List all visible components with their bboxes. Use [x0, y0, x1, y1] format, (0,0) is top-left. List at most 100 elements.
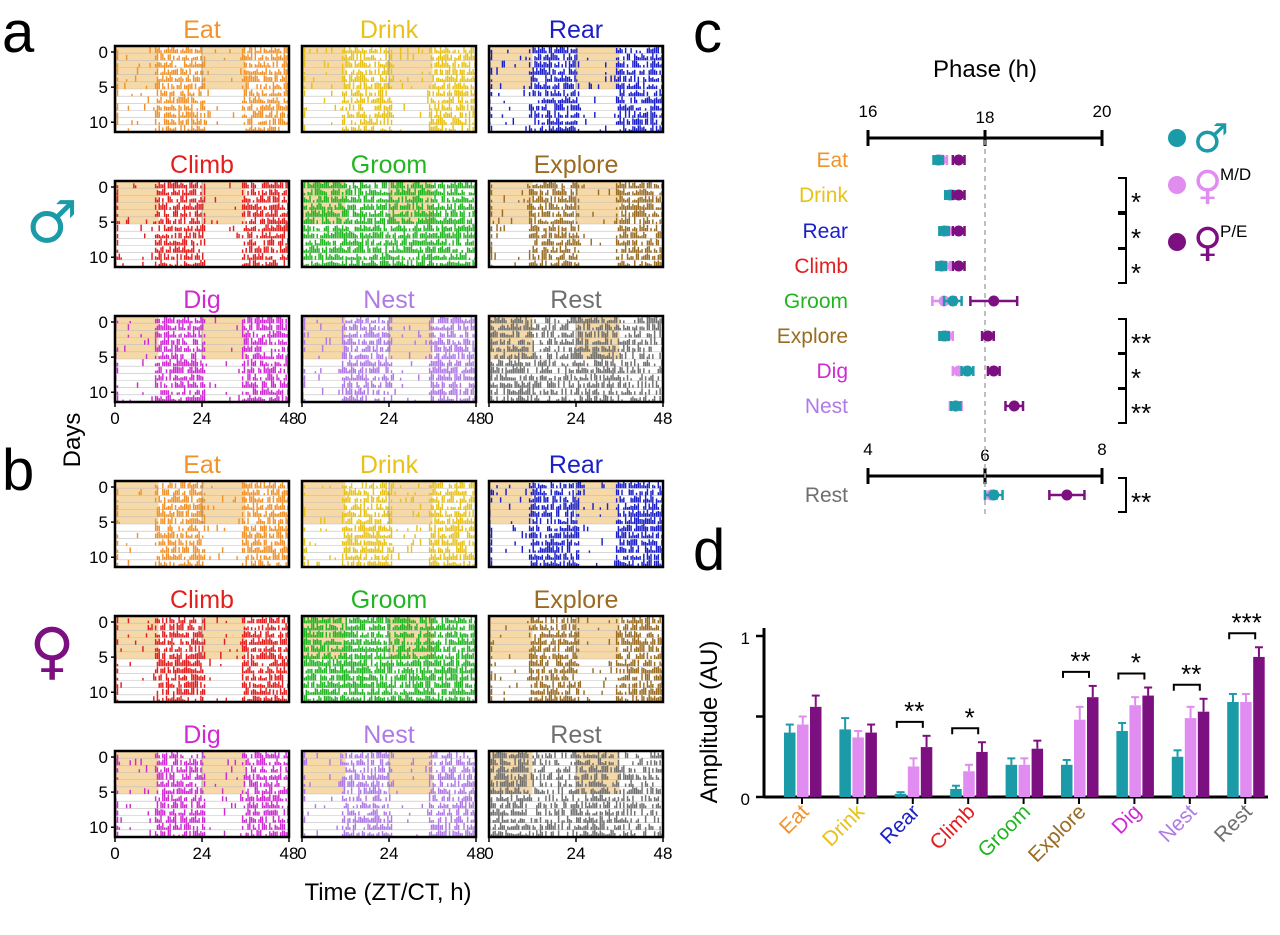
- activity-bars: [303, 644, 476, 652]
- x-tick-label: 24: [380, 409, 399, 428]
- amplitude-bar-male: [1227, 702, 1239, 797]
- amplitude-bar-female_pe: [1087, 697, 1099, 797]
- actogram-title: Nest: [363, 721, 414, 749]
- activity-bars: [302, 209, 476, 217]
- activity-bars: [302, 67, 476, 75]
- phase-point: [953, 225, 965, 237]
- axis-tick-label: 8: [1097, 440, 1106, 459]
- actogram-frame: [300, 614, 478, 704]
- phase-point: [953, 189, 965, 201]
- activity-bars: [115, 680, 289, 688]
- activity-bars: [302, 665, 476, 674]
- actogram-female-drink: Drink: [300, 451, 478, 569]
- actogram-male-climb: Climb 0 5 10: [89, 151, 291, 269]
- activity-bars: [116, 230, 286, 239]
- activity-bars: [489, 337, 663, 345]
- significance-bracket: [1062, 670, 1090, 678]
- activity-bars: [302, 322, 476, 331]
- amplitude-category-label: Dig: [1107, 800, 1146, 839]
- activity-bars: [345, 765, 476, 773]
- activity-bars: [115, 252, 289, 260]
- actogram-female-eat: Eat 0 5 10: [89, 451, 291, 569]
- activity-bars: [302, 180, 476, 189]
- x-tick-label: 0: [110, 409, 119, 428]
- amplitude-bar-female_md: [963, 771, 975, 797]
- amplitude-bar-female_pe: [1253, 656, 1265, 797]
- activity-bars: [490, 231, 663, 239]
- activity-bars: [489, 630, 660, 638]
- amplitude-bar-female_pe: [1142, 695, 1154, 797]
- activity-bars: [115, 358, 289, 367]
- actogram-female-rear: Rear: [487, 451, 665, 569]
- activity-bars: [302, 680, 476, 688]
- activity-bars: [115, 52, 289, 61]
- phase-point: [947, 295, 959, 307]
- activity-bars: [116, 751, 289, 759]
- y-tick-label: 10: [89, 113, 108, 132]
- activity-bars: [489, 673, 663, 681]
- activity-bars: [302, 95, 476, 104]
- activity-bars: [490, 252, 663, 260]
- actogram-title: Climb: [170, 586, 234, 614]
- actogram-male-drink: Drink: [300, 16, 478, 134]
- actogram-title: Drink: [360, 16, 419, 44]
- significance-drink: *: [1118, 177, 1141, 217]
- activity-bars: [303, 487, 476, 496]
- actogram-frame: [113, 44, 291, 134]
- activity-bars: [115, 772, 289, 780]
- significance-bracket: [1118, 177, 1127, 213]
- actogram-y-label: Days: [59, 413, 86, 468]
- amplitude-group-rear: Rear **: [876, 696, 933, 849]
- activity-bars: [302, 538, 476, 546]
- activity-bars: [116, 223, 289, 232]
- activity-bars: [115, 365, 289, 374]
- phase-point-female_pe-rest: [1048, 489, 1086, 501]
- phase-point: [1008, 400, 1020, 412]
- phase-point-male-dig: [960, 365, 975, 377]
- actogram-frame: [113, 479, 291, 569]
- activity-bars: [489, 808, 658, 816]
- activity-bars: [489, 96, 663, 104]
- activity-bars: [116, 615, 289, 624]
- activity-bars: [489, 552, 663, 560]
- activity-bars: [303, 658, 476, 667]
- activity-bars: [489, 202, 663, 210]
- x-tick-label: 0: [484, 844, 493, 863]
- activity-bars: [115, 387, 289, 395]
- activity-bars: [490, 387, 661, 395]
- axis-tick-label: 18: [976, 108, 995, 127]
- activity-bars: [302, 552, 476, 560]
- amplitude-group-climb: Climb *: [926, 702, 988, 854]
- amplitude-bar-female_pe: [1197, 711, 1210, 797]
- phase-point: [988, 489, 1000, 501]
- activity-bars: [302, 82, 474, 89]
- activity-bars: [127, 330, 289, 338]
- activity-bars: [489, 358, 663, 367]
- significance-bracket: [1118, 388, 1127, 424]
- activity-bars: [489, 495, 663, 503]
- x-tick-label: 48: [654, 409, 673, 428]
- significance-stars: *: [1131, 258, 1141, 288]
- actogram-title: Climb: [170, 151, 234, 179]
- phase-point-female_pe-dig: [986, 365, 1001, 377]
- y-tick-label: 0: [99, 313, 108, 332]
- activity-bars: [489, 772, 660, 780]
- activity-bars: [116, 238, 289, 246]
- phase-legend: ♂♀M/D♀P/E: [1168, 116, 1251, 266]
- amplitude-group-rest: Rest ***: [1210, 607, 1265, 847]
- activity-bars: [115, 245, 289, 253]
- actogram-male-explore: Explore: [487, 151, 665, 269]
- activity-bars: [302, 60, 476, 68]
- y-tick-label: 5: [99, 513, 108, 532]
- activity-bars: [115, 202, 289, 210]
- phase-point-female_pe-explore: [980, 330, 996, 342]
- y-tick-label: 5: [99, 648, 108, 667]
- significance-bracket: [1118, 248, 1127, 284]
- significance-rest: **: [1118, 477, 1151, 517]
- phase-point: [950, 400, 962, 412]
- activity-bars: [115, 373, 287, 381]
- amplitude-category-label: Explore: [1024, 800, 1091, 867]
- amplitude-bar-male: [1116, 730, 1128, 797]
- y-tick-label: 5: [99, 213, 108, 232]
- activity-bars: [116, 487, 289, 496]
